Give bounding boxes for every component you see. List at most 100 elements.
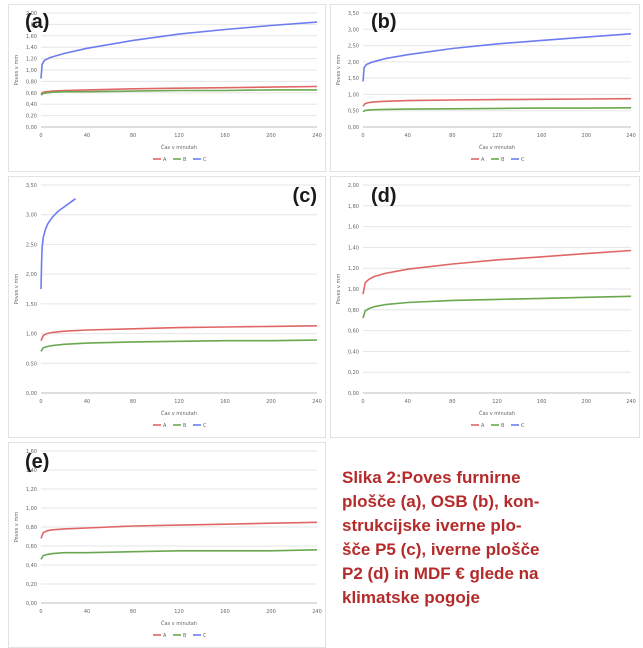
line-chart: 0,00 0,50 1,00 1,50 2,00 2,50 3,00 3,50 0 40 80 120… <box>336 11 636 163</box>
x-tick-label: 0 <box>39 133 42 139</box>
x-tick-label: 200 <box>582 399 592 405</box>
y-tick-label: 3,00 <box>26 213 37 219</box>
y-tick-label: 2,50 <box>348 44 359 50</box>
y-tick-label: 3,50 <box>26 183 37 189</box>
y-tick-label: 0,40 <box>348 349 359 355</box>
legend-label: B <box>501 157 505 163</box>
x-tick-label: 160 <box>220 133 230 139</box>
x-tick-label: 240 <box>312 399 322 405</box>
x-tick-label: 40 <box>84 609 90 615</box>
x-tick-label: 160 <box>537 133 547 139</box>
legend-label: B <box>183 633 187 639</box>
panel-label: (d) <box>371 185 397 207</box>
y-tick-label: 1,00 <box>26 506 37 512</box>
y-tick-label: 1,50 <box>26 302 37 308</box>
x-tick-label: 0 <box>39 399 42 405</box>
x-tick-label: 120 <box>174 133 184 139</box>
line-chart: 0,00 0,20 0,40 0,60 0,80 1,00 1,20 1,40 1,60 1,80… <box>14 11 322 163</box>
y-tick-label: 0,00 <box>348 391 359 397</box>
series-line-b <box>362 295 632 319</box>
caption-line: Slika 2:Poves furnirne <box>342 468 521 487</box>
legend-label: A <box>481 423 485 429</box>
x-tick-label: 120 <box>174 609 184 615</box>
y-tick-label: 0,00 <box>26 391 37 397</box>
x-tick-label: 120 <box>174 399 184 405</box>
y-tick-label: 0,60 <box>26 544 37 550</box>
x-tick-label: 240 <box>626 133 636 139</box>
x-tick-label: 160 <box>220 399 230 405</box>
y-tick-label: 3,50 <box>348 11 359 17</box>
y-tick-label: 1,00 <box>348 92 359 98</box>
y-tick-label: 0,50 <box>348 109 359 115</box>
y-tick-label: 0,40 <box>26 563 37 569</box>
legend-label: C <box>203 157 207 163</box>
legend-label: A <box>163 157 167 163</box>
series-line-a <box>362 249 632 295</box>
y-tick-label: 1,40 <box>26 468 37 474</box>
y-tick-label: 0,60 <box>26 91 37 97</box>
legend-label: C <box>203 633 207 639</box>
y-axis-title: Poves v mm <box>336 55 342 86</box>
x-axis-title: Čas v minutah <box>161 620 197 627</box>
x-tick-label: 0 <box>39 609 42 615</box>
legend-label: B <box>501 423 505 429</box>
legend-label: C <box>521 423 525 429</box>
y-tick-label: 1,00 <box>348 287 359 293</box>
x-tick-label: 240 <box>312 133 322 139</box>
x-tick-label: 240 <box>626 399 636 405</box>
y-tick-label: 0,80 <box>26 525 37 531</box>
y-tick-label: 0,00 <box>348 125 359 131</box>
figure-caption: Slika 2:Poves furnirne plošče (a), OSB (… <box>342 466 640 610</box>
y-tick-label: 2,00 <box>26 272 37 278</box>
series-line-a <box>362 97 632 107</box>
x-tick-label: 80 <box>449 133 455 139</box>
series-line-a <box>40 325 318 342</box>
series-line-c <box>40 198 76 290</box>
x-tick-label: 40 <box>84 133 90 139</box>
series-line-c <box>362 33 632 82</box>
x-tick-label: 40 <box>84 399 90 405</box>
series-line-b <box>362 107 632 113</box>
legend-label: A <box>163 423 167 429</box>
x-tick-label: 160 <box>537 399 547 405</box>
y-axis-title: Poves v mm <box>14 274 20 305</box>
x-tick-label: 0 <box>361 399 364 405</box>
line-chart: 0,00 0,50 1,00 1,50 2,00 2,50 3,00 3,50 0 40 80 120… <box>14 183 322 429</box>
y-tick-label: 2,00 <box>348 60 359 66</box>
series-line-a <box>40 521 318 539</box>
legend-label: A <box>481 157 485 163</box>
caption-line: klimatske pogoje <box>342 588 480 607</box>
series-line-b <box>40 89 317 96</box>
y-tick-label: 0,80 <box>26 79 37 85</box>
x-tick-label: 80 <box>130 609 136 615</box>
caption-line: P2 (d) in MDF € glede na <box>342 564 539 583</box>
y-tick-label: 0,20 <box>26 582 37 588</box>
y-tick-label: 0,20 <box>348 370 359 376</box>
y-tick-label: 0,20 <box>26 114 37 120</box>
x-tick-label: 120 <box>492 133 502 139</box>
line-chart: 0,00 0,20 0,40 0,60 0,80 1,00 1,20 1,40 1,60 0 40 8… <box>14 449 322 639</box>
legend-label: C <box>521 157 525 163</box>
legend-label: B <box>183 423 187 429</box>
line-chart: 0,00 0,20 0,40 0,60 0,80 1,00 1,20 1,40 1,60 1,80… <box>336 183 636 429</box>
y-tick-label: 2,50 <box>26 242 37 248</box>
y-axis-title: Poves v mm <box>14 55 20 86</box>
y-tick-label: 0,00 <box>26 125 37 131</box>
y-tick-label: 1,60 <box>348 225 359 231</box>
y-tick-label: 0,00 <box>26 601 37 607</box>
y-tick-label: 1,00 <box>26 68 37 74</box>
panel-label: (a) <box>25 11 50 33</box>
x-tick-label: 120 <box>492 399 502 405</box>
x-tick-label: 200 <box>582 133 592 139</box>
y-tick-label: 1,80 <box>348 204 359 210</box>
y-tick-label: 1,40 <box>26 45 37 51</box>
y-tick-label: 1,40 <box>348 245 359 251</box>
x-tick-label: 200 <box>266 609 276 615</box>
x-tick-label: 80 <box>130 133 136 139</box>
series-line-a <box>40 85 318 95</box>
y-tick-label: 0,50 <box>26 361 37 367</box>
series-line-b <box>40 339 318 352</box>
y-tick-label: 1,20 <box>348 266 359 272</box>
x-tick-label: 40 <box>404 399 410 405</box>
y-tick-label: 1,80 <box>26 22 37 28</box>
